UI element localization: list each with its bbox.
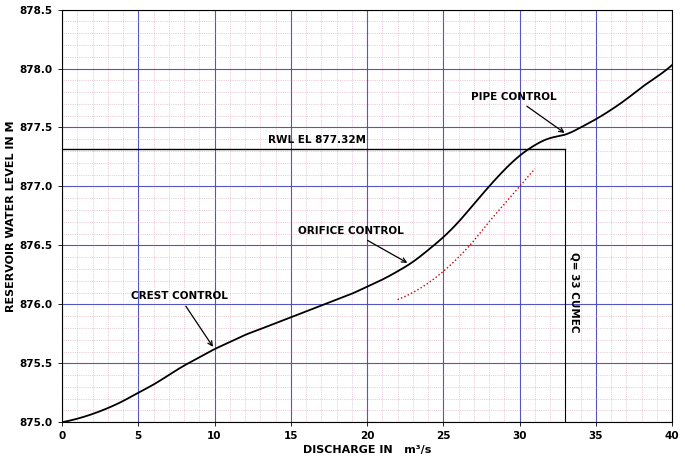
Text: PIPE CONTROL: PIPE CONTROL <box>471 92 564 132</box>
Y-axis label: RESERVOIR WATER LEVEL IN M: RESERVOIR WATER LEVEL IN M <box>5 120 16 312</box>
Text: ORIFICE CONTROL: ORIFICE CONTROL <box>299 226 406 262</box>
X-axis label: DISCHARGE IN   m³/s: DISCHARGE IN m³/s <box>303 445 432 455</box>
Text: CREST CONTROL: CREST CONTROL <box>131 291 227 346</box>
Text: RWL EL 877.32M: RWL EL 877.32M <box>268 135 366 145</box>
Text: Q= 33 CUMEC: Q= 33 CUMEC <box>569 252 580 333</box>
